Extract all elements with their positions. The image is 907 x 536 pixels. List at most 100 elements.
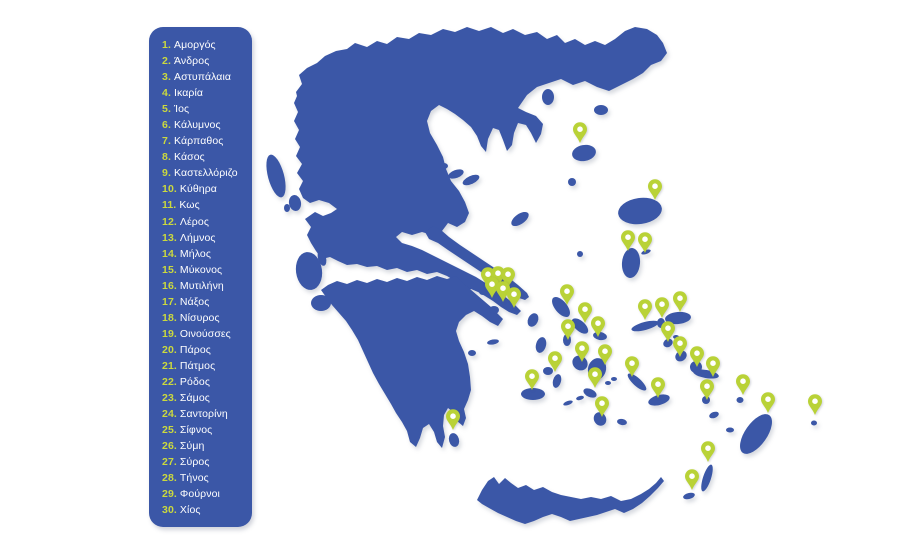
legend-item: 16. Μυτιλήνη bbox=[162, 278, 246, 294]
location-pin[interactable] bbox=[588, 367, 602, 388]
legend-item-name: Καστελλόριζο bbox=[173, 167, 238, 180]
legend-item: 20. Πάρος bbox=[162, 342, 246, 358]
island-koufonisia bbox=[611, 377, 617, 381]
location-pin[interactable] bbox=[485, 277, 499, 298]
legend-item-name: Οινούσσες bbox=[179, 327, 231, 340]
island-sifnos bbox=[552, 374, 562, 388]
legend-item-name: Λήμνος bbox=[179, 231, 216, 244]
location-pin[interactable] bbox=[496, 281, 510, 302]
location-pin[interactable] bbox=[578, 302, 592, 323]
location-pin[interactable] bbox=[548, 351, 562, 372]
island-ikaria bbox=[631, 320, 659, 332]
location-pin[interactable] bbox=[621, 230, 635, 251]
island-chios bbox=[621, 248, 641, 278]
legend-item-name: Χίος bbox=[179, 504, 201, 517]
island-nisyros bbox=[702, 396, 710, 404]
island-oinousses bbox=[641, 249, 651, 255]
peloponnese bbox=[321, 276, 503, 448]
mainland-greece bbox=[294, 27, 667, 315]
island-lefkada bbox=[288, 195, 302, 211]
legend-item: 18. Νίσυρος bbox=[162, 310, 246, 326]
legend-item-name: Κως bbox=[179, 199, 200, 212]
location-pin[interactable] bbox=[560, 284, 574, 305]
islands-legend: 1. Αμοργός 2. Άνδρος 3. Αστυπάλαια 4. Ικαρία 5. Ί… bbox=[149, 27, 252, 527]
legend-item: 30. Χίος bbox=[162, 502, 246, 518]
legend-item-number: 9. bbox=[162, 167, 171, 180]
location-pin[interactable] bbox=[661, 321, 675, 342]
legend-item: 25. Σίφνος bbox=[162, 422, 246, 438]
island-spetses bbox=[468, 350, 476, 356]
location-pin[interactable] bbox=[685, 469, 699, 490]
island-samothraki bbox=[594, 105, 608, 115]
legend-item-name: Σίφνος bbox=[179, 424, 213, 437]
island-tinos bbox=[571, 318, 589, 334]
legend-item: 5. Ίος bbox=[162, 101, 246, 117]
legend-item-name: Σύρος bbox=[179, 456, 210, 469]
location-pin[interactable] bbox=[655, 297, 669, 318]
legend-item-number: 4. bbox=[162, 87, 171, 100]
island-sikinos bbox=[576, 395, 584, 401]
legend-item: 9. Καστελλόριζο bbox=[162, 165, 246, 181]
legend-item: 29. Φούρνοι bbox=[162, 486, 246, 502]
location-pin[interactable] bbox=[501, 267, 515, 288]
island-ithaca bbox=[317, 250, 327, 266]
island-kasos bbox=[683, 492, 695, 500]
legend-item: 17. Νάξος bbox=[162, 294, 246, 310]
location-pin[interactable] bbox=[648, 179, 662, 200]
location-pin[interactable] bbox=[651, 377, 665, 398]
legend-item-name: Σαντορίνη bbox=[179, 408, 228, 421]
legend-item-name: Αστυπάλαια bbox=[173, 71, 232, 84]
legend-item: 4. Ικαρία bbox=[162, 85, 246, 101]
island-astypalaia bbox=[648, 394, 670, 406]
legend-item-name: Κάρπαθος bbox=[173, 135, 224, 148]
legend-item-name: Τήνος bbox=[179, 472, 209, 485]
legend-item-number: 23. bbox=[162, 392, 177, 405]
location-pin[interactable] bbox=[561, 319, 575, 340]
location-pin[interactable] bbox=[598, 344, 612, 365]
location-pin[interactable] bbox=[700, 379, 714, 400]
legend-item: 15. Μύκονος bbox=[162, 262, 246, 278]
location-pin[interactable] bbox=[761, 392, 775, 413]
location-pin[interactable] bbox=[673, 291, 687, 312]
location-pin[interactable] bbox=[507, 287, 521, 308]
legend-item-number: 25. bbox=[162, 424, 177, 437]
legend-item: 27. Σύρος bbox=[162, 454, 246, 470]
legend-item-name: Πάρος bbox=[179, 343, 211, 356]
location-pin[interactable] bbox=[690, 346, 704, 367]
legend-item-number: 6. bbox=[162, 119, 171, 132]
legend-item-number: 21. bbox=[162, 359, 177, 372]
legend-item-number: 27. bbox=[162, 456, 177, 469]
legend-item: 14. Μήλος bbox=[162, 246, 246, 262]
island-milos bbox=[521, 388, 545, 400]
location-pin[interactable] bbox=[575, 341, 589, 362]
legend-item-number: 29. bbox=[162, 488, 177, 501]
island-corfu bbox=[266, 154, 286, 198]
location-pin[interactable] bbox=[573, 122, 587, 143]
island-santorini bbox=[593, 412, 607, 426]
location-pin[interactable] bbox=[673, 336, 687, 357]
location-pin[interactable] bbox=[595, 396, 609, 417]
location-pin[interactable] bbox=[525, 369, 539, 390]
legend-item: 7. Κάρπαθος bbox=[162, 133, 246, 149]
legend-item: 10. Κύθηρα bbox=[162, 181, 246, 197]
location-pin[interactable] bbox=[625, 356, 639, 377]
location-pin[interactable] bbox=[638, 299, 652, 320]
location-pin[interactable] bbox=[638, 232, 652, 253]
legend-item-number: 16. bbox=[162, 279, 177, 292]
legend-item-name: Νάξος bbox=[179, 295, 210, 308]
location-pin[interactable] bbox=[701, 441, 715, 462]
location-pin[interactable] bbox=[808, 394, 822, 415]
location-pin[interactable] bbox=[491, 266, 505, 287]
location-pin[interactable] bbox=[446, 409, 460, 430]
legend-item: 3. Αστυπάλαια bbox=[162, 69, 246, 85]
legend-item: 26. Σύμη bbox=[162, 438, 246, 454]
legend-item: 28. Τήνος bbox=[162, 470, 246, 486]
legend-item: 13. Λήμνος bbox=[162, 230, 246, 246]
legend-item: 11. Κως bbox=[162, 197, 246, 213]
location-pin[interactable] bbox=[591, 316, 605, 337]
location-pin[interactable] bbox=[706, 356, 720, 377]
location-pin[interactable] bbox=[736, 374, 750, 395]
legend-item-name: Πάτμος bbox=[179, 359, 216, 372]
